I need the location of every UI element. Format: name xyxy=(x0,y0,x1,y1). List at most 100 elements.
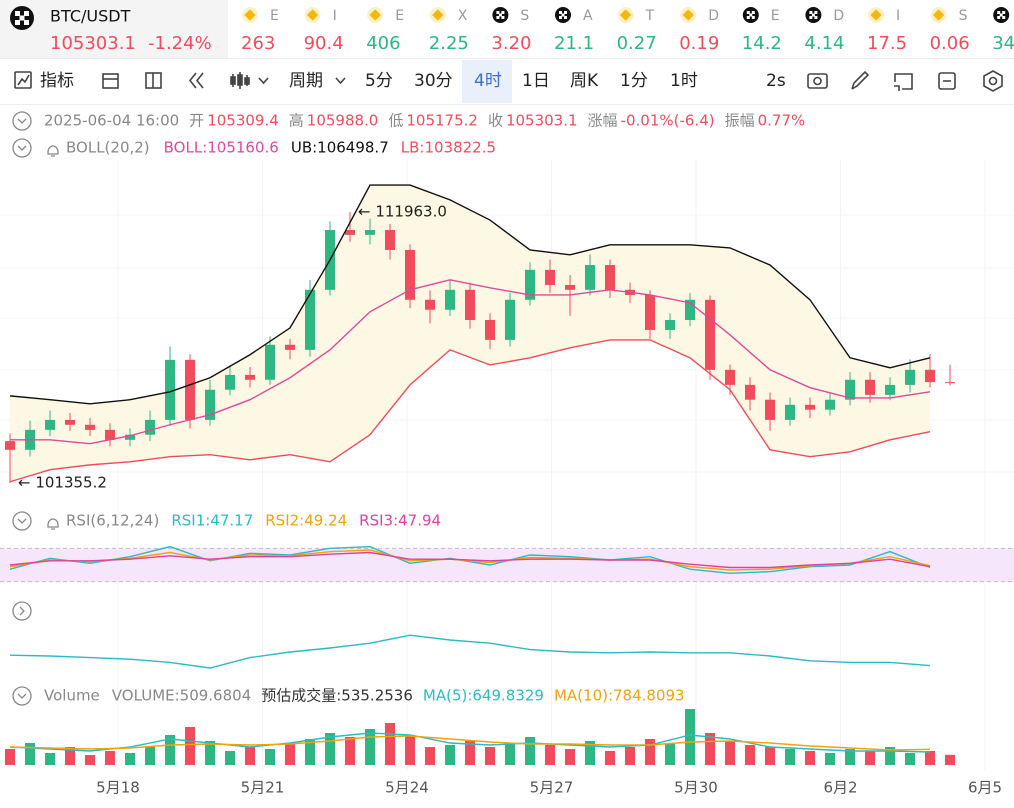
toolbar-item[interactable]: 2s xyxy=(766,71,786,91)
candle-body xyxy=(925,369,935,383)
volume-bar xyxy=(745,745,755,765)
candle-body xyxy=(525,269,535,300)
volume-bar xyxy=(625,747,635,765)
ticker[interactable]: E 263 xyxy=(241,7,279,54)
field-value: 105303.1 xyxy=(506,112,578,130)
candle-body xyxy=(45,419,55,430)
ticker[interactable]: D 4.14 xyxy=(804,7,844,54)
ticker-name: I xyxy=(333,8,337,24)
x-tick-label: 5月24 xyxy=(385,779,429,797)
volume-bar xyxy=(925,751,935,765)
toolbar-item[interactable]: 1时 xyxy=(670,71,698,91)
toolbar-item[interactable]: 指标 xyxy=(40,71,74,91)
candle-body xyxy=(705,299,715,370)
legend-entry: MA(5):649.8329 xyxy=(423,687,544,705)
candle-body xyxy=(905,369,915,385)
candle-body xyxy=(205,389,215,420)
active-pair-cell[interactable] xyxy=(0,0,228,58)
field-label: 收 xyxy=(488,112,503,130)
toolbar-item[interactable]: 5分 xyxy=(365,71,393,91)
ticker-name: D xyxy=(833,8,844,24)
candle-body xyxy=(245,374,255,380)
ticker[interactable]: 34 xyxy=(992,7,1014,54)
field-label: 低 xyxy=(388,112,403,130)
volume-bar xyxy=(405,735,415,765)
indicator-title: Volume xyxy=(44,687,100,705)
toolbar-icons xyxy=(14,70,1003,92)
pair-name: BTC/USDT xyxy=(50,7,131,26)
field-label: 高 xyxy=(289,112,304,130)
toolbar-item[interactable]: 周期 xyxy=(289,71,323,91)
toolbar-item[interactable]: 周K xyxy=(570,71,599,91)
volume-bar xyxy=(165,735,175,765)
candle-body xyxy=(65,419,75,425)
ticker[interactable]: S 3.20 xyxy=(491,7,531,54)
volume-bar xyxy=(945,754,955,765)
candle-body xyxy=(165,359,175,420)
candle-body xyxy=(865,379,875,395)
volume-bar xyxy=(525,737,535,765)
panel-toggles[interactable] xyxy=(12,111,59,706)
candle-body xyxy=(345,230,355,235)
estimate-label: 预估成交量:535.2536 xyxy=(261,687,413,705)
volume-bar xyxy=(365,729,375,765)
volume-bar xyxy=(245,747,255,765)
legend-entry: LB:103822.5 xyxy=(401,139,496,157)
indicator-line xyxy=(10,279,931,445)
pair-change: -1.24% xyxy=(148,33,212,54)
ticker[interactable]: A 21.1 xyxy=(554,7,594,54)
reference-fill xyxy=(0,548,1014,582)
volume-bar xyxy=(205,741,215,765)
volume-bar xyxy=(805,751,815,765)
x-tick-label: 5月21 xyxy=(241,779,285,797)
volume-bar xyxy=(685,709,695,765)
ticker-name: X xyxy=(458,8,468,24)
ticker[interactable]: I 90.4 xyxy=(304,7,344,54)
toolbar-item[interactable]: 1分 xyxy=(620,71,648,91)
ticker[interactable]: E 406 xyxy=(366,7,404,54)
candle-body xyxy=(305,289,315,350)
active-tab xyxy=(462,60,512,103)
ticker[interactable]: I 17.5 xyxy=(867,7,907,54)
field-value: 105309.4 xyxy=(207,112,279,130)
toolbar-item[interactable]: 30分 xyxy=(414,71,453,91)
indicator-line xyxy=(9,732,931,753)
ticker-name: S xyxy=(959,8,968,24)
pair-icon xyxy=(10,6,34,30)
ticker-name: E xyxy=(771,8,780,24)
candle-body xyxy=(385,230,395,250)
field-value: 0.77% xyxy=(758,112,806,130)
candle-body xyxy=(365,230,375,235)
indicator-line xyxy=(9,551,931,569)
legend-entry: BOLL:105160.6 xyxy=(164,139,279,157)
ticker-name: E xyxy=(270,8,279,24)
ticker[interactable]: T 0.27 xyxy=(617,7,657,54)
volume-bar xyxy=(565,749,575,765)
ticker-name: S xyxy=(520,8,529,24)
volume-bar xyxy=(425,747,435,765)
candle-body xyxy=(425,299,435,310)
candle-body xyxy=(665,319,675,330)
volume-bar xyxy=(125,753,135,765)
volume-bar xyxy=(145,747,155,765)
candle-body xyxy=(185,359,195,420)
indicator-line xyxy=(9,545,931,575)
ticker[interactable]: S 0.06 xyxy=(930,7,970,54)
toolbar-item[interactable]: 1日 xyxy=(522,71,550,91)
toolbar-item[interactable]: 4时 xyxy=(474,71,502,91)
indicator-line xyxy=(9,735,931,751)
ticker-value: 14.2 xyxy=(742,33,782,54)
ticker[interactable]: X 2.25 xyxy=(429,7,469,54)
ticker-name: T xyxy=(645,8,655,24)
candle-body xyxy=(845,379,855,400)
ticker[interactable]: D 0.19 xyxy=(679,7,719,54)
ticker-value: 0.06 xyxy=(930,33,970,54)
ticker-name: I xyxy=(896,8,900,24)
volume-bar xyxy=(645,739,655,765)
volume-bar xyxy=(545,745,555,765)
ticker[interactable]: E 14.2 xyxy=(742,7,782,54)
ticker-icon xyxy=(997,11,1006,19)
candle-body xyxy=(505,299,515,340)
indicator-line xyxy=(9,339,931,483)
